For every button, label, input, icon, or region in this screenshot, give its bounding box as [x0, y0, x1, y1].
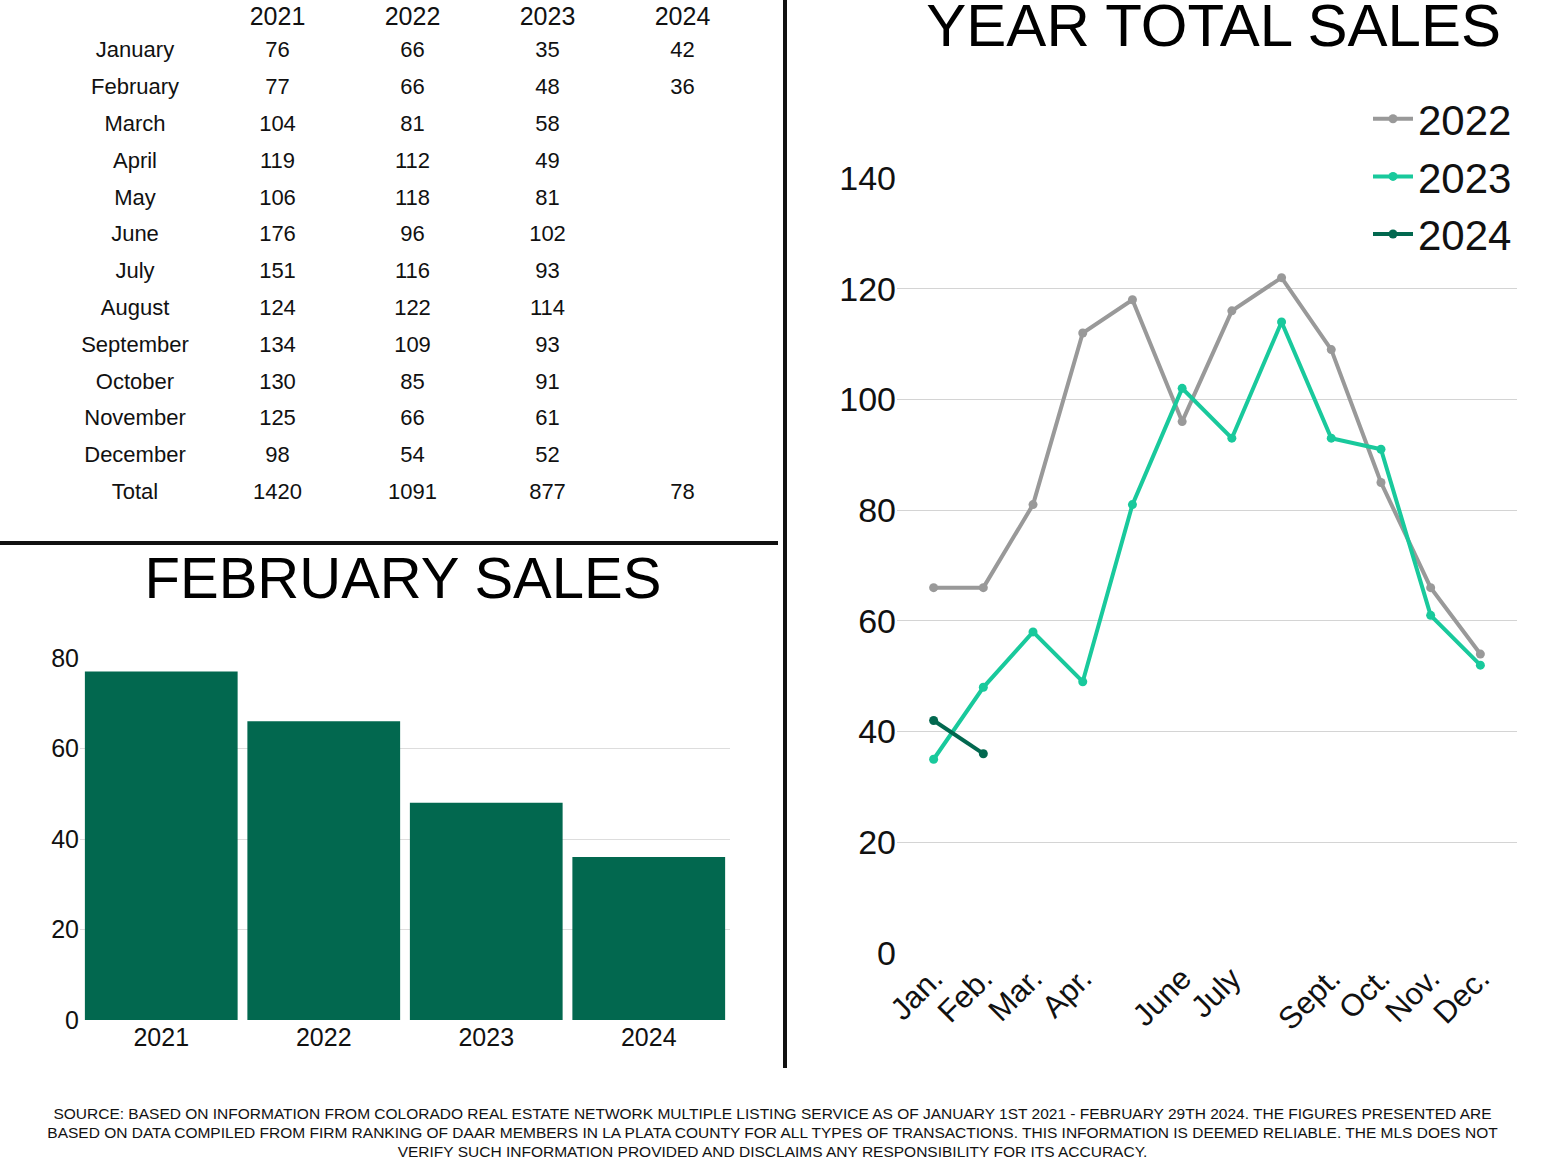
svg-text:2024: 2024 — [1418, 212, 1511, 259]
svg-text:FEBRUARY SALES: FEBRUARY SALES — [145, 550, 662, 610]
svg-text:2023: 2023 — [1418, 155, 1511, 202]
html-text:104: 104 — [259, 111, 296, 136]
html-text:77: 77 — [265, 74, 290, 100]
html-text:134: 134 — [259, 331, 296, 357]
html-text:85: 85 — [400, 368, 425, 394]
html-text:877: 877 — [529, 479, 566, 504]
svg-text:July: July — [1184, 960, 1248, 1024]
svg-text:June: June — [1126, 961, 1198, 1033]
svg-text:0: 0 — [877, 934, 896, 972]
html-text:91: 91 — [535, 368, 560, 394]
html-text:58: 58 — [535, 111, 560, 136]
svg-text:2021: 2021 — [133, 1023, 189, 1051]
svg-text:2023: 2023 — [458, 1023, 514, 1051]
html-text:81: 81 — [535, 184, 560, 210]
html-text:112: 112 — [395, 147, 430, 173]
html-text:66: 66 — [400, 74, 425, 100]
html-text:Total: Total — [111, 479, 159, 504]
html-text:42: 42 — [670, 37, 695, 63]
html-text:48: 48 — [535, 74, 560, 100]
html-text:125: 125 — [259, 405, 296, 431]
svg-text:Sept.: Sept. — [1271, 961, 1347, 1037]
html-text:June: June — [111, 221, 159, 247]
html-text:114: 114 — [530, 295, 565, 320]
svg-text:2024: 2024 — [621, 1023, 677, 1051]
html-text:116: 116 — [395, 258, 430, 284]
html-text:35: 35 — [535, 37, 560, 63]
html-text:93: 93 — [535, 331, 560, 357]
html-text:49: 49 — [535, 147, 560, 173]
html-text:September: September — [81, 331, 189, 357]
html-text:102: 102 — [529, 221, 566, 247]
html-text:October: October — [95, 368, 175, 394]
svg-text:0: 0 — [65, 1006, 79, 1034]
html-text:April: April — [113, 147, 157, 173]
svg-text:20: 20 — [858, 823, 896, 861]
html-text:119: 119 — [260, 147, 295, 173]
html-text:66: 66 — [400, 37, 425, 63]
html-text:106: 106 — [259, 184, 296, 210]
html-text:February: February — [91, 74, 179, 100]
svg-text:2022: 2022 — [1418, 97, 1511, 144]
svg-text:YEAR TOTAL SALES: YEAR TOTAL SALES — [926, 0, 1501, 59]
svg-text:Jan.: Jan. — [883, 961, 949, 1027]
svg-text:Feb.: Feb. — [931, 961, 1000, 1030]
html-text:81: 81 — [400, 111, 425, 136]
html-text:July: July — [115, 258, 155, 284]
html-text:August: August — [100, 295, 170, 320]
html-text:118: 118 — [395, 184, 430, 210]
svg-text:100: 100 — [839, 380, 896, 418]
svg-text:2022: 2022 — [296, 1023, 352, 1051]
html-text:36: 36 — [670, 74, 695, 100]
html-text:96: 96 — [400, 221, 425, 247]
html-text:130: 130 — [259, 368, 296, 394]
html-text:66: 66 — [400, 405, 425, 431]
html-text:March: March — [104, 111, 166, 136]
svg-text:140: 140 — [839, 159, 896, 197]
svg-text:Mar.: Mar. — [982, 961, 1049, 1028]
html-text:61: 61 — [535, 405, 560, 431]
svg-text:120: 120 — [839, 270, 896, 308]
html-text:78: 78 — [670, 479, 695, 504]
svg-text:80: 80 — [51, 644, 79, 672]
svg-text:60: 60 — [51, 734, 79, 762]
html-text:76: 76 — [265, 37, 290, 63]
svg-text:Apr.: Apr. — [1035, 961, 1099, 1025]
html-text:December: December — [84, 442, 186, 468]
html-text:November: November — [84, 405, 186, 431]
html-text:1091: 1091 — [388, 479, 437, 504]
html-text:109: 109 — [394, 331, 431, 357]
html-text:124: 124 — [259, 295, 296, 320]
svg-text:80: 80 — [858, 491, 896, 529]
html-text:93: 93 — [535, 258, 560, 284]
html-text:1420: 1420 — [253, 479, 302, 504]
html-text:2021: 2021 — [249, 1, 306, 30]
svg-text:40: 40 — [51, 825, 79, 853]
html-text:2024: 2024 — [654, 1, 711, 30]
svg-text:Dec.: Dec. — [1426, 961, 1496, 1031]
html-text:176: 176 — [259, 221, 296, 247]
html-text:January: January — [95, 37, 175, 63]
html-text:151: 151 — [259, 258, 296, 284]
html-text:2023: 2023 — [519, 1, 576, 30]
html-text:SOURCE: BASED ON INFORMATION F: SOURCE: BASED ON INFORMATION FROM COLORA… — [47, 1105, 1498, 1160]
svg-text:40: 40 — [858, 712, 896, 750]
html-text:2022: 2022 — [384, 1, 441, 30]
svg-text:Nov.: Nov. — [1378, 961, 1446, 1029]
svg-text:20: 20 — [51, 915, 79, 943]
html-text:98: 98 — [265, 442, 290, 468]
html-text:122: 122 — [394, 295, 431, 320]
html-text:52: 52 — [535, 442, 560, 468]
html-text:May: May — [114, 184, 156, 210]
svg-text:60: 60 — [858, 602, 896, 640]
html-text:54: 54 — [400, 442, 425, 468]
svg-text:Oct.: Oct. — [1332, 961, 1397, 1026]
